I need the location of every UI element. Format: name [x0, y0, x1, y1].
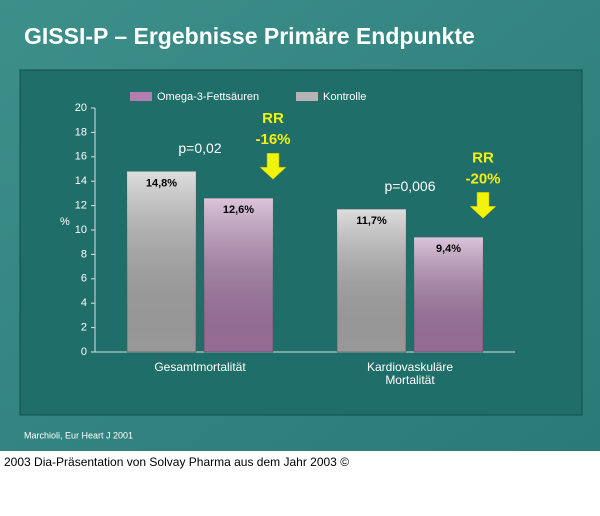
arrow — [259, 153, 287, 180]
y-tick-label: 8 — [81, 248, 87, 260]
y-axis-label: % — [60, 216, 70, 228]
bar-shine — [204, 198, 273, 352]
y-tick-label: 18 — [75, 126, 87, 138]
value-label: 14,8% — [146, 177, 177, 189]
y-tick-label: 6 — [81, 273, 87, 285]
rr-label: RR — [262, 110, 284, 127]
y-tick-label: 12 — [75, 200, 87, 212]
x-tick-label: Kardiovaskuläre Mortalität — [367, 360, 453, 387]
y-tick-label: 0 — [81, 346, 87, 358]
bar-shine — [127, 171, 196, 352]
p-value: p=0,02 — [178, 140, 221, 156]
value-label: 11,7% — [356, 215, 387, 227]
y-tick-label: 4 — [81, 297, 87, 309]
y-tick-label: 2 — [81, 322, 87, 334]
y-tick-label: 10 — [75, 224, 87, 236]
legend-swatch — [296, 92, 318, 101]
caption: 2003 Dia-Präsentation von Solvay Pharma … — [4, 455, 349, 469]
y-tick-label: 14 — [75, 175, 87, 187]
legend-swatch — [130, 92, 152, 101]
arrow — [469, 192, 497, 219]
legend-label: Omega-3-Fettsäuren — [157, 91, 259, 103]
bar-shine — [414, 237, 483, 352]
rr-change: -20% — [465, 170, 500, 187]
source: Marchioli, Eur Heart J 2001 — [24, 430, 133, 440]
y-tick-label: 16 — [75, 151, 87, 163]
x-tick-label: Gesamtmortalität — [154, 360, 246, 374]
chart-title: GISSI-P – Ergebnisse Primäre Endpunkte — [24, 23, 475, 49]
value-label: 9,4% — [436, 243, 461, 255]
p-value: p=0,006 — [385, 178, 436, 194]
y-tick-label: 20 — [75, 102, 87, 114]
rr-change: -16% — [255, 131, 290, 148]
plot-panel — [19, 69, 583, 416]
value-label: 12,6% — [223, 204, 254, 216]
legend-label: Kontrolle — [323, 91, 366, 103]
rr-label: RR — [472, 149, 494, 166]
bar-shine — [337, 209, 406, 352]
